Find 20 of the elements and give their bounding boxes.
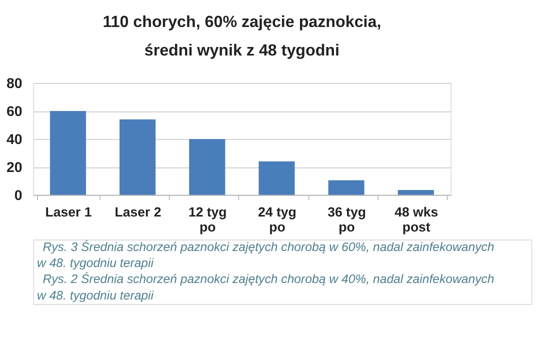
bar — [120, 119, 156, 195]
bar — [50, 110, 86, 195]
x-tick-label: 36 tyg po — [328, 204, 366, 234]
x-tick-label: Laser 2 — [114, 204, 162, 220]
x-tick-label: Laser 1 — [45, 204, 92, 220]
y-tick-label: 20 — [6, 160, 22, 176]
x-tick-label: 48 wks post — [394, 204, 438, 234]
x-tick-label: 24 tyg po — [258, 204, 296, 234]
text: Rys. 3 Średnia schorzeń paznokci zajętych chorobą w 60%, nadal zainfekowanych w 48. tygodniu terapii — [37, 238, 494, 270]
y-tick-label: 40 — [6, 132, 22, 148]
y-tick-label: 60 — [6, 104, 22, 120]
bar — [258, 161, 295, 195]
bar — [189, 138, 226, 195]
bar — [398, 190, 434, 195]
chart-title: 110 chorych, 60% zajęcie paznokcia, średni wynik z 48 tygodni — [102, 12, 382, 60]
text: Rys. 2 Średnia schorzeń paznokci zajętych chorobą w 40%, nadal zainfekowanych w 48. tygodniu terapii — [37, 271, 494, 302]
y-tick-label: 80 — [6, 76, 22, 92]
bar — [328, 180, 364, 195]
y-tick-label: 0 — [14, 188, 22, 204]
x-tick-label: 12 tyg po — [188, 204, 227, 234]
